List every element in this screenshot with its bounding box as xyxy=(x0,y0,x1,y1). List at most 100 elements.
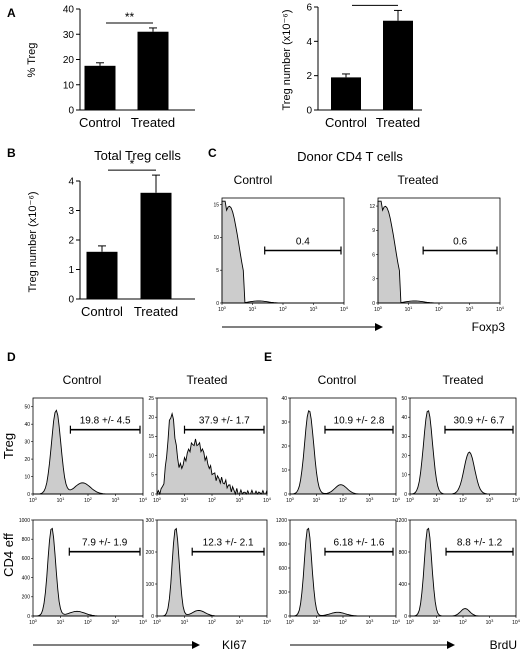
histogram-area xyxy=(377,200,500,304)
x-tick-label: 101 xyxy=(433,496,442,504)
panel-letter-a: A xyxy=(7,6,16,20)
y-tick-label: 1000 xyxy=(19,518,30,524)
y-tick-label: 10 xyxy=(401,473,407,479)
chart-title: Donor CD4 T cells xyxy=(297,149,403,164)
y-tick-label: 2 xyxy=(68,236,74,247)
y-tick-label: 400 xyxy=(22,575,31,581)
x-tick-label: 102 xyxy=(339,618,348,626)
x-axis-arrow xyxy=(33,641,200,649)
y-tick-label: 30 xyxy=(63,30,75,41)
y-axis-label: Treg number (x10⁻⁶) xyxy=(27,191,39,292)
y-tick-label: 300 xyxy=(279,590,288,596)
y-tick-label: 600 xyxy=(279,566,288,572)
x-tick-label: 104 xyxy=(512,618,520,626)
y-tick-label: 200 xyxy=(146,550,155,556)
x-category-label: Control xyxy=(325,115,367,130)
y-tick-label: 6 xyxy=(372,252,375,258)
x-tick-label: 100 xyxy=(374,305,383,313)
y-tick-label: 0 xyxy=(284,614,287,620)
y-tick-label: 0 xyxy=(404,614,407,620)
x-axis-name: KI67 xyxy=(222,638,247,652)
chart-title: Total Treg cells xyxy=(94,148,181,163)
y-tick-label: 40 xyxy=(24,422,30,428)
y-tick-label: 6 xyxy=(306,3,312,14)
column-label: Treated xyxy=(187,373,228,387)
bar-chart-0: 0 10 20 30 40 % Treg Control Treated ** xyxy=(26,5,195,130)
y-tick-label: 0 xyxy=(27,614,30,620)
histogram-area xyxy=(221,200,344,304)
y-tick-label: 0 xyxy=(284,492,287,498)
y-tick-label: 5 xyxy=(216,268,219,274)
y-tick-label: 30 xyxy=(24,439,30,445)
bar-control xyxy=(86,251,118,299)
y-tick-label: 600 xyxy=(22,556,31,562)
x-tick-label: 103 xyxy=(310,305,319,313)
histogram-area xyxy=(410,527,516,617)
x-tick-label: 101 xyxy=(57,496,66,504)
x-tick-label: 100 xyxy=(286,496,295,504)
y-tick-label: 300 xyxy=(146,518,155,524)
y-tick-label: 800 xyxy=(22,537,31,543)
y-tick-label: 9 xyxy=(372,228,375,234)
arrow-head xyxy=(447,641,455,649)
y-tick-label: 900 xyxy=(279,542,288,548)
y-tick-label: 15 xyxy=(213,202,219,208)
bar-chart-2: 0 1 2 3 4 Treg number (x10⁻⁶) Control Treated *T… xyxy=(27,148,195,319)
y-tick-label: 40 xyxy=(63,5,75,16)
arrow-head xyxy=(375,323,383,331)
x-tick-label: 100 xyxy=(153,496,162,504)
y-tick-label: 30 xyxy=(401,434,407,440)
y-tick-label: 2 xyxy=(306,71,312,82)
panel-c: Donor CD4 T cells Control Treated 0 5 10 15 100… xyxy=(213,149,505,334)
x-tick-label: 104 xyxy=(340,305,349,313)
x-category-label: Control xyxy=(79,115,121,130)
x-tick-label: 101 xyxy=(433,618,442,626)
x-tick-label: 102 xyxy=(435,305,444,313)
column-label: Treated xyxy=(443,373,484,387)
y-tick-label: 1200 xyxy=(396,518,407,524)
x-category-label: Control xyxy=(81,304,123,319)
y-tick-label: 1 xyxy=(68,265,74,276)
significance-label: ** xyxy=(125,10,135,24)
x-tick-label: 104 xyxy=(496,305,505,313)
x-axis-arrow xyxy=(290,641,455,649)
gate-value: 19.8 +/- 4.5 xyxy=(80,416,131,427)
gate-value: 12.3 +/- 2.1 xyxy=(203,538,254,549)
histogram-treg-control: 0 10 20 30 40 100 101 102 103 104 10.9 +/- 2.8 xyxy=(281,396,400,504)
y-tick-label: 10 xyxy=(281,468,287,474)
histogram-area xyxy=(290,527,396,617)
x-tick-label: 100 xyxy=(153,618,162,626)
x-tick-label: 101 xyxy=(313,496,322,504)
y-tick-label: 10 xyxy=(213,235,219,241)
x-tick-label: 101 xyxy=(249,305,258,313)
y-tick-label: 10 xyxy=(63,80,75,91)
x-tick-label: 101 xyxy=(405,305,414,313)
x-tick-label: 100 xyxy=(406,618,415,626)
y-tick-label: 20 xyxy=(63,55,75,66)
x-tick-label: 102 xyxy=(84,496,93,504)
y-tick-label: 12 xyxy=(369,204,375,210)
x-axis-name: Foxp3 xyxy=(472,320,506,334)
y-tick-label: 20 xyxy=(148,415,154,421)
significance-label: * xyxy=(130,157,135,171)
y-tick-label: 0 xyxy=(151,614,154,620)
bar-control xyxy=(331,77,361,110)
x-tick-label: 102 xyxy=(279,305,288,313)
y-tick-label: 0 xyxy=(306,106,312,117)
y-tick-label: 40 xyxy=(281,396,287,402)
bar-treated xyxy=(140,192,172,299)
arrow-head xyxy=(192,641,200,649)
x-tick-label: 102 xyxy=(84,618,93,626)
x-tick-label: 101 xyxy=(181,618,190,626)
x-tick-label: 101 xyxy=(181,496,190,504)
bar-treated xyxy=(383,20,413,110)
gate-value: 0.6 xyxy=(453,237,467,248)
y-axis-label: Treg number (x10⁻⁶) xyxy=(281,9,293,110)
x-tick-label: 104 xyxy=(139,496,148,504)
x-tick-label: 104 xyxy=(139,618,148,626)
y-tick-label: 400 xyxy=(399,582,408,588)
histogram-treg-treated: 0 10 20 30 40 50 100 101 102 103 104 30.9 +/- 6.7 xyxy=(401,396,520,504)
x-axis-arrow xyxy=(222,323,383,331)
